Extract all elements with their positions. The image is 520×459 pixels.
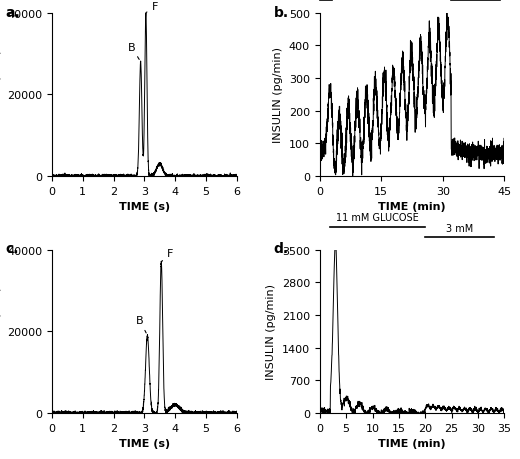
Y-axis label: INTENSITY (A.U.): INTENSITY (A.U.) (0, 285, 2, 378)
Text: F: F (161, 248, 174, 263)
Text: c.: c. (6, 242, 19, 256)
X-axis label: TIME (min): TIME (min) (378, 438, 446, 448)
Text: b.: b. (274, 6, 289, 20)
Text: 3 mM: 3 mM (446, 224, 473, 234)
Text: 11 mM GLUCOSE: 11 mM GLUCOSE (336, 213, 419, 223)
Text: B: B (136, 315, 146, 333)
X-axis label: TIME (min): TIME (min) (378, 202, 446, 212)
Y-axis label: INSULIN (pg/min): INSULIN (pg/min) (274, 47, 283, 143)
Text: F: F (146, 2, 158, 14)
X-axis label: TIME (s): TIME (s) (119, 438, 170, 448)
Text: B: B (127, 43, 139, 60)
Y-axis label: INTENSITY (A.U.): INTENSITY (A.U.) (0, 49, 2, 141)
X-axis label: TIME (s): TIME (s) (119, 202, 170, 212)
Y-axis label: INSULIN (pg/min): INSULIN (pg/min) (266, 284, 276, 380)
Text: a.: a. (6, 6, 21, 20)
Text: d.: d. (274, 242, 289, 256)
